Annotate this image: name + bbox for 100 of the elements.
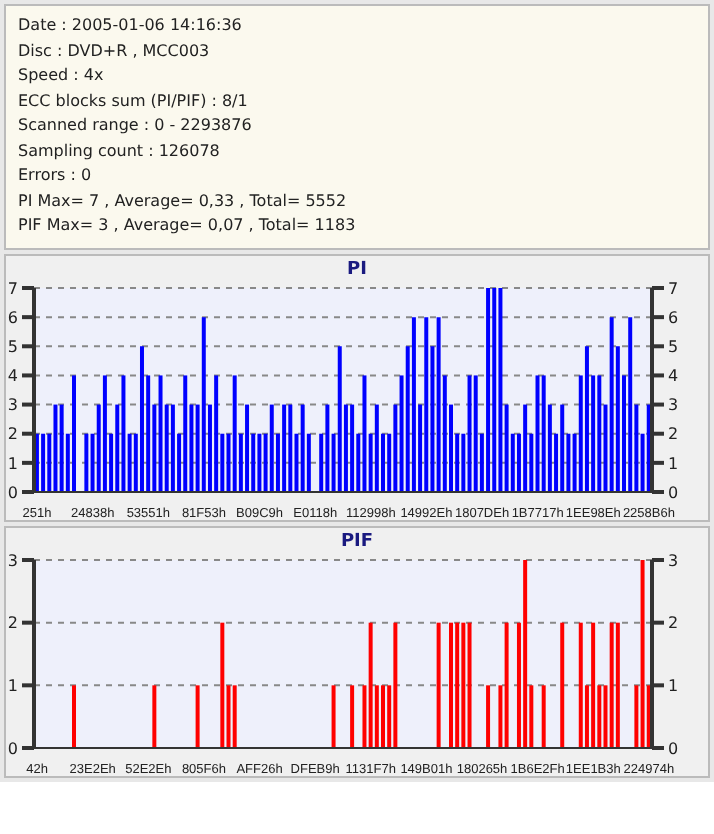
bar	[436, 316, 441, 491]
y-tick-label: 3	[7, 395, 18, 414]
y-tick-label: 4	[7, 366, 18, 385]
text: ECC blocks sum (PI/PIF) : 8/1	[18, 89, 250, 113]
bar	[486, 287, 491, 491]
bar	[473, 374, 478, 491]
bar	[362, 374, 367, 491]
y2-tick-label: 3	[668, 550, 679, 569]
chart-title: PIF	[338, 529, 376, 551]
y-tick-label: 0	[7, 482, 18, 501]
text: Scanned range : 0 - 2293876	[18, 114, 254, 138]
y2-tick-label: 2	[668, 613, 679, 632]
y2-tick-label: 0	[668, 482, 679, 501]
y2-tick-label: 5	[668, 336, 679, 355]
bar	[640, 559, 645, 747]
bar	[560, 403, 565, 491]
bar	[615, 621, 620, 747]
bar	[300, 403, 305, 491]
y-tick-label: 0	[7, 738, 18, 757]
bar	[102, 374, 107, 491]
y2-tick-label: 0	[668, 738, 679, 757]
y2-tick-label: 3	[668, 395, 679, 414]
bar	[257, 432, 262, 491]
y-tick-label: 7	[7, 278, 18, 297]
y2-tick-label: 4	[668, 366, 679, 385]
y-tick-label: 5	[7, 336, 18, 355]
bar	[72, 684, 77, 747]
bar	[59, 403, 64, 491]
bar	[486, 684, 491, 747]
bar	[195, 684, 200, 747]
bar	[523, 559, 528, 747]
y2-tick-label: 2	[668, 424, 679, 443]
bar	[597, 374, 602, 491]
y-tick-label: 2	[7, 613, 18, 632]
bar	[269, 403, 274, 491]
bar	[282, 403, 287, 491]
y-tick-label: 2	[7, 424, 18, 443]
bar	[121, 374, 126, 491]
bar	[220, 621, 225, 747]
bar	[139, 345, 144, 491]
bar	[461, 621, 466, 747]
bar	[84, 432, 89, 491]
bar	[455, 621, 460, 747]
bar	[325, 403, 330, 491]
bar	[523, 403, 528, 491]
bar	[609, 316, 614, 491]
bar	[535, 374, 540, 491]
bar	[436, 621, 441, 747]
bar	[350, 403, 355, 491]
bar	[504, 621, 509, 747]
text: Speed : 4x	[18, 64, 106, 88]
bar	[591, 621, 596, 747]
bar	[350, 684, 355, 747]
y2-tick-label: 1	[668, 676, 679, 695]
bar	[183, 374, 188, 491]
y2-tick-label: 6	[668, 307, 679, 326]
text: Date : 2005-01-06 14:16:36	[18, 14, 244, 38]
text: Errors : 0	[18, 164, 94, 188]
bar	[467, 621, 472, 747]
chart-title: PI	[345, 257, 369, 279]
bar	[628, 316, 633, 491]
bar	[232, 684, 237, 747]
bar	[381, 684, 386, 747]
bar	[448, 621, 453, 747]
y-tick-label: 3	[7, 550, 18, 569]
bar	[374, 403, 379, 491]
bar	[424, 316, 429, 491]
bar	[158, 374, 163, 491]
y2-tick-label: 7	[668, 278, 679, 297]
bar	[170, 403, 175, 491]
bar	[201, 316, 206, 491]
bar	[331, 684, 336, 747]
bar	[232, 374, 237, 491]
bar	[541, 374, 546, 491]
bar	[368, 621, 373, 747]
bar	[53, 403, 58, 491]
bar	[337, 345, 342, 491]
y-tick-label: 1	[7, 676, 18, 695]
bar	[245, 403, 250, 491]
text: Sampling count : 126078	[18, 139, 222, 164]
bar	[41, 432, 46, 491]
bar	[609, 621, 614, 747]
bar	[214, 374, 219, 491]
bar	[467, 374, 472, 491]
y2-tick-label: 1	[668, 453, 679, 472]
y-tick-label: 6	[7, 307, 18, 326]
text: PI Max= 7 , Average= 0,33 , Total= 5552	[18, 189, 349, 214]
bar	[411, 316, 416, 491]
bar	[541, 684, 546, 747]
bar	[72, 374, 77, 491]
text: Disc : DVD+R , MCC003	[18, 39, 212, 63]
bar	[152, 684, 157, 747]
bar	[288, 403, 293, 491]
bar	[498, 287, 503, 491]
text: PIF Max= 3 , Average= 0,07 , Total= 1183	[18, 214, 358, 238]
bar	[578, 621, 583, 747]
bar	[393, 621, 398, 747]
y-tick-label: 1	[7, 453, 18, 472]
bar	[584, 345, 589, 491]
bar	[492, 287, 497, 491]
